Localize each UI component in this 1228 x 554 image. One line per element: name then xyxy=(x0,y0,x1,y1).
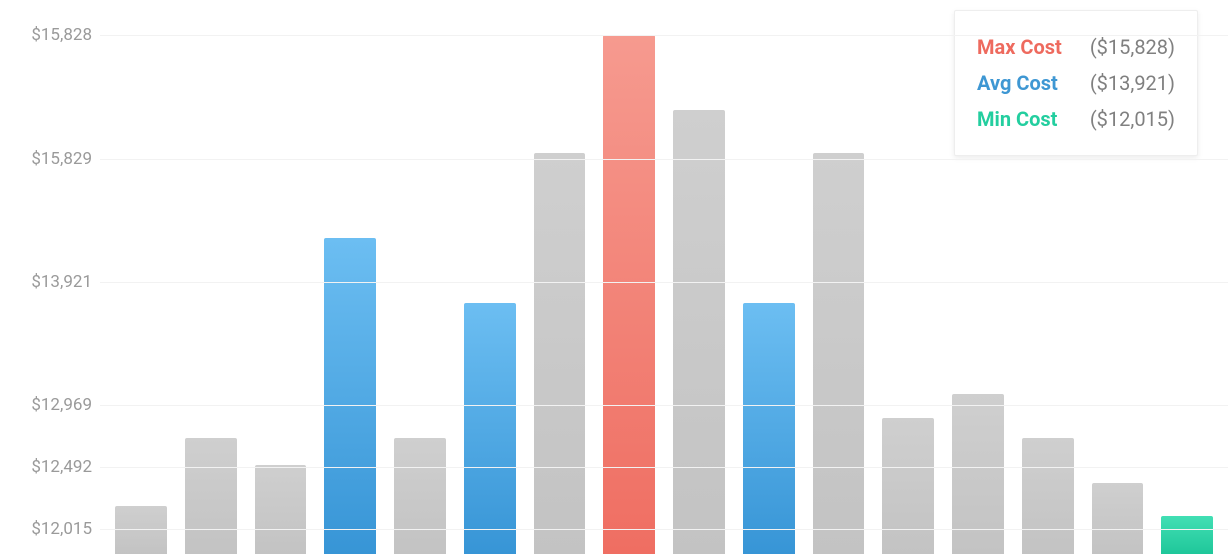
legend-box: Max Cost ($15,828) Avg Cost ($13,921) Min Co… xyxy=(954,10,1198,156)
legend-value: ($13,921) xyxy=(1090,71,1175,95)
bar xyxy=(1022,438,1074,554)
cost-bar-chart: $15,828 $15,829 $13,921 $12,969 $12,492 $12,0… xyxy=(0,0,1228,554)
gridline xyxy=(100,159,1228,160)
legend-row: Avg Cost ($13,921) xyxy=(977,65,1175,101)
bar xyxy=(952,394,1004,554)
gridline xyxy=(100,405,1228,406)
bar xyxy=(882,418,934,554)
bar xyxy=(394,438,446,554)
gridline xyxy=(100,282,1228,283)
legend-value: ($15,828) xyxy=(1090,35,1175,59)
bar xyxy=(743,303,795,554)
y-axis: $15,828 $15,829 $13,921 $12,969 $12,492 $12,0… xyxy=(0,0,100,554)
bar xyxy=(115,506,167,554)
y-axis-label: $12,969 xyxy=(31,395,92,415)
legend-row: Min Cost ($12,015) xyxy=(977,101,1175,137)
y-axis-label: $12,492 xyxy=(31,457,92,477)
legend-value: ($12,015) xyxy=(1090,107,1175,131)
bar xyxy=(1161,516,1213,554)
bar xyxy=(673,110,725,554)
gridline xyxy=(100,467,1228,468)
y-axis-label: $12,015 xyxy=(31,519,92,539)
bar xyxy=(464,303,516,554)
bar xyxy=(324,238,376,554)
legend-label: Max Cost xyxy=(977,35,1062,59)
y-axis-label: $15,828 xyxy=(31,25,92,45)
legend-label: Avg Cost xyxy=(977,71,1058,95)
bar xyxy=(185,438,237,554)
bar xyxy=(534,153,586,554)
bar xyxy=(813,153,865,554)
legend-label: Min Cost xyxy=(977,107,1057,131)
gridline xyxy=(100,529,1228,530)
gridline xyxy=(100,35,1228,36)
bar xyxy=(1092,483,1144,554)
bar xyxy=(603,35,655,554)
bar xyxy=(255,465,307,554)
y-axis-label: $15,829 xyxy=(31,149,92,169)
y-axis-label: $13,921 xyxy=(31,272,92,292)
